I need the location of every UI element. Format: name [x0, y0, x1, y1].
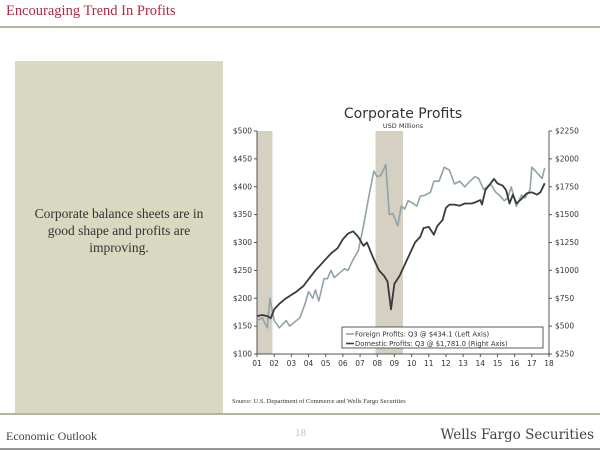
- page-title: Encouraging Trend In Profits: [6, 3, 176, 19]
- recession-shade: [375, 131, 403, 354]
- left-tick-label: $150: [233, 322, 252, 331]
- legend-label: Domestic Profits: Q3 @ $1,781.0 (Right A…: [355, 340, 508, 348]
- right-tick-label: $2250: [555, 127, 579, 136]
- left-tick-label: $200: [233, 294, 252, 303]
- left-tick-label: $100: [233, 350, 252, 359]
- left-tick-label: $250: [233, 266, 252, 275]
- x-tick-label: 06: [338, 359, 348, 368]
- x-tick-label: 17: [527, 359, 537, 368]
- corporate-profits-chart: Corporate Profits USD Millions $500 $450 $…: [233, 106, 579, 368]
- x-tick-label: 11: [424, 359, 434, 368]
- x-tick-label: 05: [321, 359, 331, 368]
- brand-logo-text: Wells Fargo Securities: [440, 427, 594, 443]
- right-tick-label: $2000: [555, 154, 579, 163]
- x-tick-label: 07: [355, 359, 365, 368]
- x-tick-label: 18: [544, 359, 554, 368]
- x-tick-label: 01: [252, 359, 262, 368]
- left-tick-label: $350: [233, 210, 252, 219]
- left-tick-label: $400: [233, 182, 252, 191]
- right-tick-label: $1750: [555, 182, 579, 191]
- legend-box: [341, 326, 544, 349]
- x-tick-label: 09: [390, 359, 400, 368]
- x-tick-label: 15: [493, 359, 503, 368]
- left-tick-label: $300: [233, 238, 252, 247]
- chart-title: Corporate Profits: [344, 106, 462, 122]
- right-tick-label: $750: [555, 294, 574, 303]
- legend-label: Foreign Profits: Q3 @ $434.1 (Left Axis): [355, 331, 489, 339]
- right-tick-label: $250: [555, 350, 574, 359]
- x-tick-label: 02: [269, 359, 279, 368]
- foreign-profits-line: [256, 163, 546, 329]
- x-tick-label: 12: [441, 359, 451, 368]
- right-tick-label: $1500: [555, 210, 579, 219]
- x-tick-label: 04: [304, 359, 314, 368]
- chart-source: Source: U.S. Department of Commerce and …: [232, 398, 406, 405]
- right-tick-label: $1250: [555, 238, 579, 247]
- chart-subtitle: USD Millions: [383, 122, 424, 130]
- footer-divider: [0, 413, 600, 415]
- recession-shade: [257, 131, 273, 354]
- right-tick-label: $500: [555, 322, 574, 331]
- x-tick-label: 03: [287, 359, 297, 368]
- left-tick-label: $500: [233, 127, 252, 136]
- footer-section: Economic Outlook: [6, 429, 97, 443]
- x-tick-label: 14: [476, 359, 486, 368]
- header-divider: [0, 26, 600, 28]
- summary-text: Corporate balance sheets are in good sha…: [34, 206, 204, 255]
- bottom-divider: [0, 448, 600, 450]
- x-tick-label: 13: [458, 359, 468, 368]
- x-tick-label: 16: [510, 359, 520, 368]
- left-tick-label: $450: [233, 154, 252, 163]
- x-tick-label: 08: [372, 359, 382, 368]
- summary-panel: Corporate balance sheets are in good sha…: [15, 61, 223, 414]
- right-tick-label: $1000: [555, 266, 579, 275]
- x-tick-label: 10: [407, 359, 417, 368]
- domestic-profits-line: [256, 178, 546, 320]
- page-number: 18: [295, 427, 306, 439]
